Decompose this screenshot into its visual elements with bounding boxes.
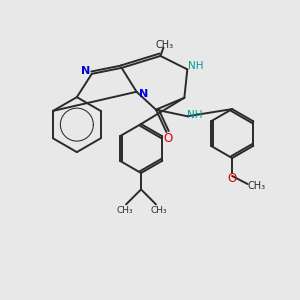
Text: CH₃: CH₃ — [248, 181, 266, 191]
Text: CH₃: CH₃ — [156, 40, 174, 50]
Text: O: O — [163, 132, 172, 145]
Text: NH: NH — [187, 110, 202, 120]
Text: CH₃: CH₃ — [150, 206, 167, 215]
Text: CH₃: CH₃ — [116, 206, 133, 215]
Text: NH: NH — [188, 61, 203, 71]
Text: O: O — [227, 172, 237, 185]
Text: N: N — [139, 89, 148, 99]
Text: N: N — [81, 67, 90, 76]
